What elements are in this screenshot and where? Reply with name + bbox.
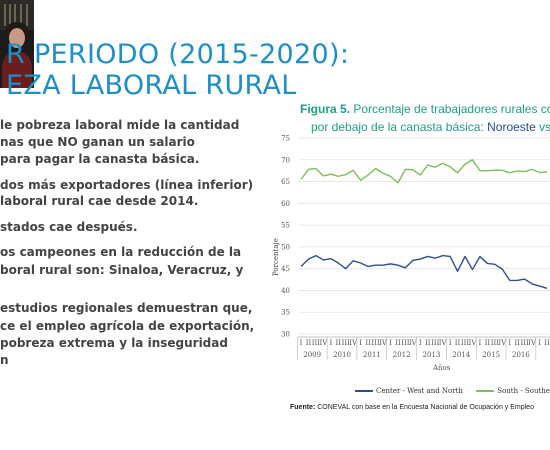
figure-subtitle-text: por debajo de la canasta básica: bbox=[311, 120, 488, 134]
x-tick-year: 2012 bbox=[393, 351, 411, 359]
figure-title-text: Porcentaje de trabajadores rurales con bbox=[350, 102, 550, 116]
bullet-text-line: n bbox=[0, 353, 9, 367]
chart-series bbox=[300, 159, 548, 289]
y-tick-label: 65 bbox=[281, 178, 290, 186]
x-tick-quarter: II bbox=[365, 339, 371, 347]
x-tick-year: 2014 bbox=[452, 351, 470, 359]
x-tick-quarter: I bbox=[449, 339, 452, 347]
x-tick-quarter: IV bbox=[349, 339, 358, 347]
y-tick-label: 75 bbox=[281, 135, 290, 143]
figure-subtitle-tail: vs S bbox=[539, 120, 550, 134]
bullet-text-line: dos más exportadores (línea inferior) bbox=[0, 178, 254, 192]
x-tick-quarter: II bbox=[306, 339, 312, 347]
x-tick-quarter: IV bbox=[498, 339, 507, 347]
x-tick-quarter: III bbox=[461, 339, 470, 347]
x-tick-quarter: III bbox=[491, 339, 500, 347]
x-tick-quarter: IV bbox=[409, 339, 418, 347]
y-axis-ticks: 30 35 40 45 50 55 60 65 70 75 bbox=[281, 135, 290, 339]
slide-title-line-2: EZA LABORAL RURAL bbox=[6, 70, 297, 101]
bullet-text-line: le pobreza laboral mide la cantidad bbox=[0, 118, 240, 132]
bookshelf-background bbox=[0, 0, 34, 30]
x-tick-quarter: II bbox=[514, 339, 520, 347]
x-tick-quarter: I bbox=[300, 339, 303, 347]
y-tick-label: 55 bbox=[281, 222, 290, 230]
y-tick-label: 40 bbox=[281, 287, 290, 295]
x-tick-quarter: III bbox=[431, 339, 440, 347]
y-tick-label: 60 bbox=[281, 200, 290, 208]
presenter-face bbox=[9, 28, 25, 48]
bullet-text-line: laboral rural cae desde 2014. bbox=[0, 194, 199, 208]
x-tick-year: 2010 bbox=[333, 351, 351, 359]
legend-label-south: South - Southeast bbox=[497, 387, 550, 395]
y-tick-label: 35 bbox=[281, 309, 290, 317]
y-axis-label: Porcentaje bbox=[272, 238, 280, 276]
source-text: CONEVAL con base en la Encuesta Nacional… bbox=[315, 404, 534, 411]
x-tick-quarter: III bbox=[521, 339, 530, 347]
legend-label-center: Center - West and North bbox=[376, 387, 463, 395]
x-tick-quarter: IV bbox=[528, 339, 537, 347]
presenter-video-thumbnail bbox=[0, 0, 34, 88]
x-tick-quarter: III bbox=[371, 339, 380, 347]
x-tick-quarter: III bbox=[342, 339, 351, 347]
series-line-0 bbox=[300, 254, 548, 289]
x-tick-quarter: IV bbox=[379, 339, 388, 347]
bullet-text-line: estudios regionales demuestran que, bbox=[0, 301, 253, 315]
source-label: Fuente: bbox=[290, 404, 316, 411]
x-tick-year: 2011 bbox=[363, 351, 381, 359]
bullet-text-line: nas que NO ganan un salario bbox=[0, 135, 195, 149]
x-tick-quarter: II bbox=[395, 339, 401, 347]
figure-number: Figura 5. bbox=[300, 102, 351, 116]
bullet-text-line: ce el empleo agrícola de exportación, bbox=[0, 319, 255, 333]
x-tick-year: 2009 bbox=[303, 351, 321, 359]
x-tick-quarter: II bbox=[336, 339, 342, 347]
figure-subtitle: por debajo de la canasta básica: Noroest… bbox=[311, 118, 550, 136]
legend-swatch-center bbox=[355, 390, 373, 392]
series-line-1 bbox=[300, 159, 548, 184]
x-tick-quarter: I bbox=[508, 339, 511, 347]
y-tick-label: 30 bbox=[281, 331, 290, 339]
chart-gridlines bbox=[298, 137, 550, 335]
bullet-text-line: os campeones en la reducción de la bbox=[0, 245, 242, 259]
x-tick-quarter: IV bbox=[319, 339, 328, 347]
x-tick-quarter: I bbox=[479, 339, 482, 347]
y-tick-label: 70 bbox=[281, 156, 290, 164]
x-tick-quarter: IV bbox=[439, 339, 448, 347]
x-tick-quarter: I bbox=[538, 339, 541, 347]
x-tick-year: 2013 bbox=[423, 351, 441, 359]
figure-title: Figura 5. Porcentaje de trabajadores rur… bbox=[300, 100, 550, 118]
bullet-text-line: stados cae después. bbox=[0, 220, 138, 234]
x-tick-year: 2015 bbox=[482, 351, 500, 359]
slide-title-line-1: R PERIODO (2015-2020): bbox=[6, 39, 350, 70]
x-tick-quarter: I bbox=[359, 339, 362, 347]
x-tick-quarter: IV bbox=[469, 339, 478, 347]
x-tick-quarter: I bbox=[329, 339, 332, 347]
legend-swatch-south bbox=[476, 390, 495, 392]
x-tick-quarter: I bbox=[389, 339, 392, 347]
bullet-text-line: para pagar la canasta básica. bbox=[0, 152, 200, 166]
x-tick-quarter: II bbox=[485, 339, 491, 347]
x-axis: I II III IV I II III IV I II III IV I II III IV I II III IV… bbox=[297, 336, 550, 360]
bullet-text-line: pobreza extrema y la inseguridad bbox=[0, 336, 228, 350]
chart-legend: Center - West and North South - Southeas… bbox=[355, 387, 550, 395]
figure-subtitle-noroeste: Noroeste bbox=[487, 120, 536, 134]
x-tick-quarter: III bbox=[312, 339, 321, 347]
presenter-shirt bbox=[2, 52, 32, 88]
x-axis-label: Años bbox=[432, 364, 451, 372]
y-tick-label: 45 bbox=[281, 265, 290, 273]
x-tick-quarter: II bbox=[455, 339, 461, 347]
x-tick-quarter: I bbox=[419, 339, 422, 347]
x-tick-quarter: II bbox=[425, 339, 431, 347]
x-tick-quarter: III bbox=[401, 339, 410, 347]
bullet-text-line: boral rural son: Sinaloa, Veracruz, y bbox=[0, 263, 244, 277]
x-tick-year: 2016 bbox=[512, 351, 530, 359]
x-tick-quarter: II bbox=[544, 339, 550, 347]
figure-source: Fuente: CONEVAL con base en la Encuesta … bbox=[290, 404, 534, 411]
y-tick-label: 50 bbox=[281, 243, 290, 251]
